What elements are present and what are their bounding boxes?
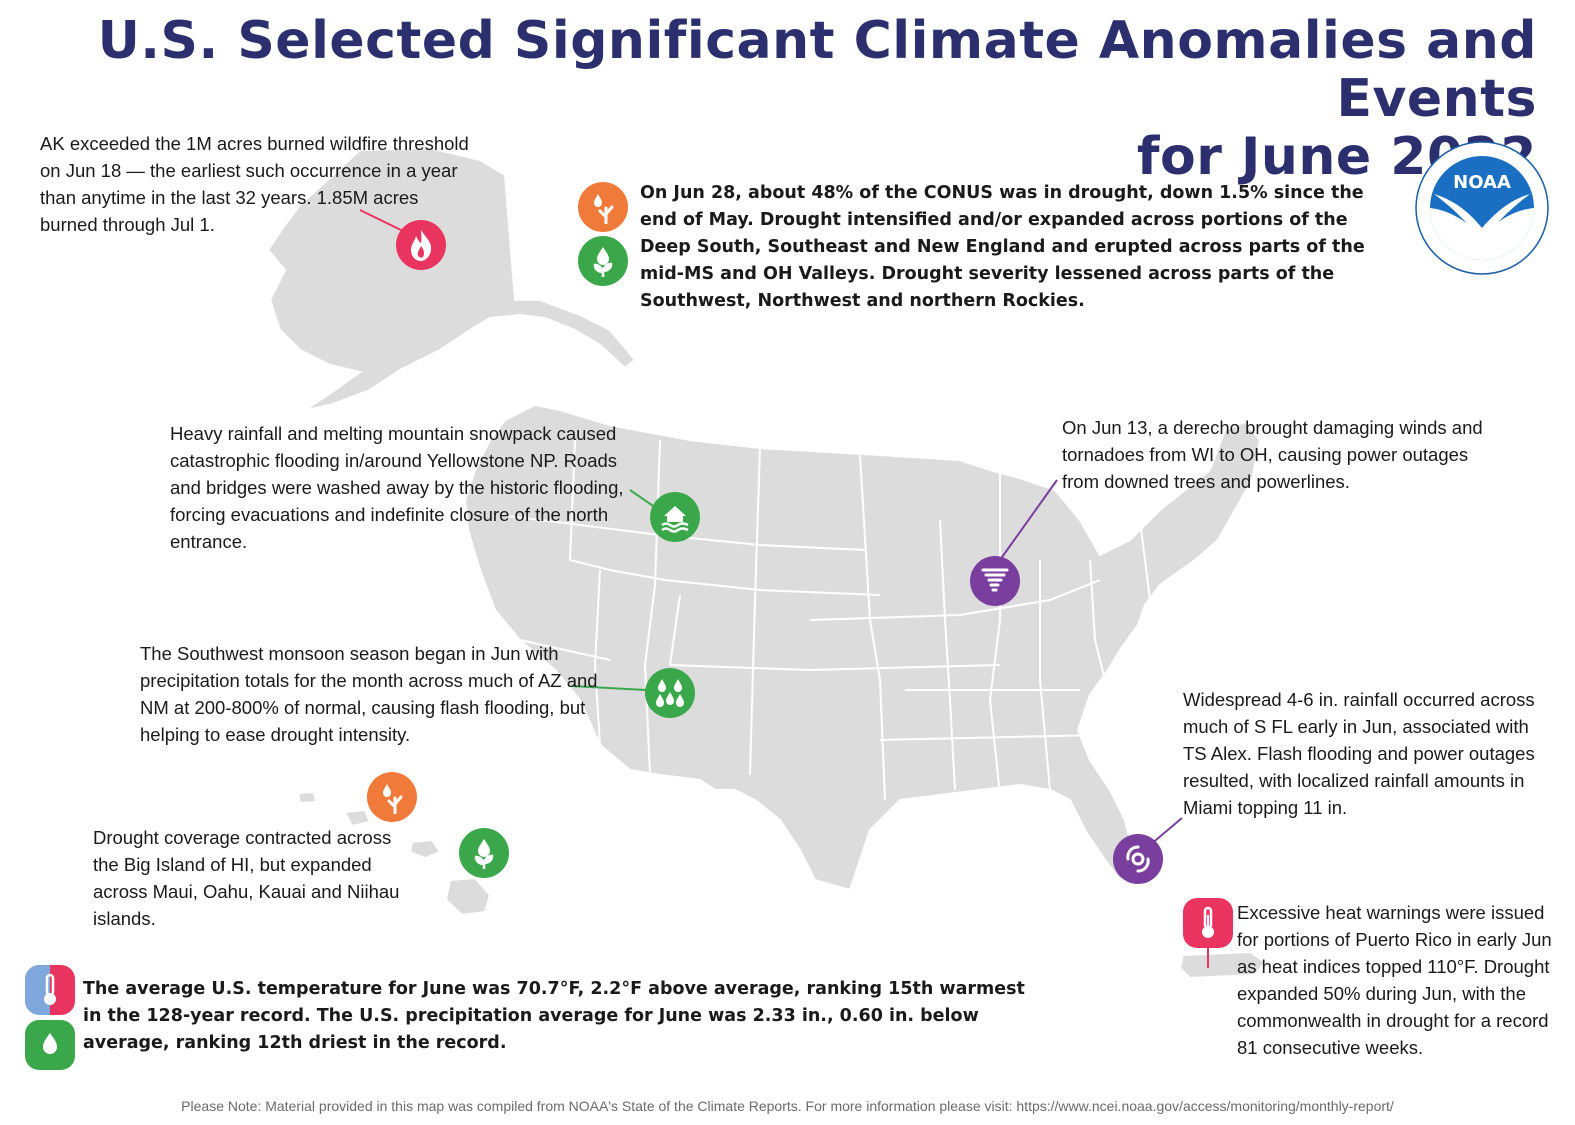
hawaii-drought-icon [367,772,417,822]
precipitation-icon [25,1020,75,1070]
hawaii-oahu [343,808,372,828]
derecho-leader [999,479,1058,561]
title-line-1: U.S. Selected Significant Climate Anomal… [97,11,1537,129]
hawaii-annotation: Drought coverage contracted across the B… [93,827,400,929]
hawaii-kauai [296,790,318,805]
florida-annotation: Widespread 4-6 in. rainfall occurred acr… [1183,689,1535,818]
alaska-leader [359,209,406,233]
rain-drops-icon [645,668,695,718]
drought-annotation: On Jun 28, about 48% of the CONUS was in… [640,183,1365,311]
hawaii-plant-icon [459,828,509,878]
derecho-annotation: On Jun 13, a derecho brought damaging wi… [1062,417,1483,492]
monsoon-leader [571,685,647,691]
temperature-icon [25,965,75,1015]
thermometer-icon [1183,898,1233,948]
state-borders [499,439,1151,801]
puerto-rico-annotation: Excessive heat warnings were issued for … [1237,902,1552,1058]
yellowstone-annotation: Heavy rainfall and melting mountain snow… [170,423,624,552]
national-summary: The average U.S. temperature for June wa… [83,979,1025,1053]
hawaii-maui [408,838,442,860]
monsoon-annotation: The Southwest monsoon season began in Ju… [140,643,598,745]
flood-house-icon [650,492,700,542]
noaa-wordmark: NOAA [1453,172,1511,193]
fire-icon [396,220,446,270]
noaa-logo: NOAA [1415,141,1549,275]
drought-icon [578,182,628,232]
hawaii-big-island [444,876,492,917]
footer-note: Please Note: Material provided in this m… [181,1098,1394,1114]
tornado-icon [970,556,1020,606]
plant-icon [578,236,628,286]
alaska-annotation: AK exceeded the 1M acres burned wildfire… [40,133,469,235]
puerto-rico-shape [1178,950,1267,980]
alaska-shape [266,146,637,411]
hurricane-icon [1113,834,1163,884]
